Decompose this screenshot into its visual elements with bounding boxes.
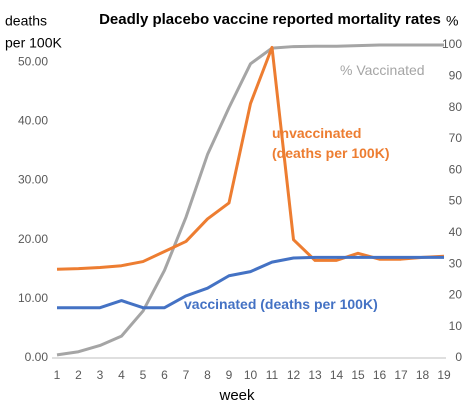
x-tick-label: 4 <box>118 368 125 382</box>
y2-tick-label: 30 <box>449 256 463 270</box>
series-line <box>56 45 445 271</box>
y2-axis-label: % <box>446 13 458 29</box>
x-tick-label: 9 <box>226 368 233 382</box>
y2-tick-label: 70 <box>449 131 463 145</box>
x-tick-label: 19 <box>437 368 451 382</box>
y-tick-label: 40.00 <box>18 113 48 127</box>
x-tick-label: 18 <box>416 368 430 382</box>
series-line <box>56 43 444 357</box>
y-tick-label: 30.00 <box>18 173 48 187</box>
x-tick-label: 2 <box>75 368 82 382</box>
x-tick-label: 16 <box>373 368 387 382</box>
y2-tick-label: 10 <box>449 319 463 333</box>
x-tick-label: 11 <box>266 368 279 382</box>
x-tick-label: 14 <box>330 368 344 382</box>
y2-tick-label: 50 <box>449 194 463 208</box>
x-tick-label: 13 <box>308 368 322 382</box>
x-tick-label: 7 <box>183 368 190 382</box>
x-tick-label: 5 <box>140 368 147 382</box>
x-tick-label: 12 <box>287 368 301 382</box>
y-tick-label: 0.00 <box>25 350 49 364</box>
chart-title: Deadly placebo vaccine reported mortalit… <box>99 11 441 28</box>
y2-tick-label: 0 <box>455 350 462 364</box>
y2-tick-label: 90 <box>449 68 463 82</box>
series-line <box>57 255 444 310</box>
y-axis-label: per 100K <box>5 35 62 51</box>
y-tick-label: 10.00 <box>18 291 48 305</box>
x-tick-label: 15 <box>351 368 365 382</box>
x-tick-label: 3 <box>97 368 104 382</box>
x-axis-label: week <box>218 387 255 404</box>
x-tick-label: 1 <box>54 368 61 382</box>
x-tick-label: 6 <box>161 368 168 382</box>
series-label: % Vaccinated <box>340 62 425 78</box>
series-label: vaccinated (deaths per 100K) <box>184 296 378 312</box>
y2-tick-label: 20 <box>449 288 463 302</box>
x-tick-label: 17 <box>394 368 408 382</box>
y-tick-label: 50.00 <box>18 54 48 68</box>
y-axis-label: deaths <box>5 13 47 29</box>
y2-tick-label: 60 <box>449 162 463 176</box>
series-label: unvaccinated (deaths per 100K) <box>272 125 390 161</box>
y-tick-label: 20.00 <box>18 232 48 246</box>
y2-tick-label: 100 <box>442 37 462 51</box>
y2-tick-label: 40 <box>449 225 463 239</box>
x-tick-label: 8 <box>204 368 211 382</box>
x-tick-label: 10 <box>244 368 258 382</box>
y2-tick-label: 80 <box>449 100 463 114</box>
